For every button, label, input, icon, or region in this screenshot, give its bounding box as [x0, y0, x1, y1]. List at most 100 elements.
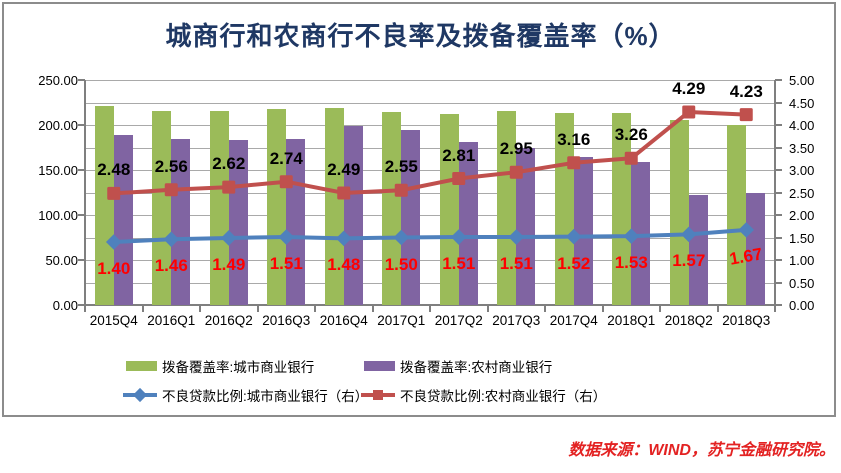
legend-item: 不良贷款比例:农村商业银行（右） [361, 385, 606, 405]
y-axis-right-tick [775, 259, 782, 261]
data-label: 1.48 [327, 255, 361, 275]
chart-title: 城商行和农商行不良率及拨备覆盖率（%） [165, 21, 676, 51]
x-axis-tick-label: 2018Q3 [722, 313, 771, 328]
x-axis-tick-label: 2017Q2 [434, 313, 483, 328]
x-axis-tick-label: 2016Q3 [262, 313, 311, 328]
y-axis-left-tick-label: 50.00 [45, 253, 78, 268]
y-axis-left-tick [78, 79, 85, 81]
y-axis-right-tick-label: 4.50 [789, 95, 815, 111]
y-axis-left-tick [78, 169, 85, 171]
data-label: 2.56 [154, 156, 188, 176]
x-axis-line [78, 304, 782, 306]
legend-item: 拨备覆盖率:农村商业银行 [364, 356, 552, 376]
y-axis-right-tick [775, 214, 782, 216]
diamond-marker [335, 230, 352, 247]
square-marker [222, 180, 236, 194]
y-axis-right-tick-label: 2.00 [789, 208, 815, 223]
square-marker [509, 165, 523, 179]
legend-item: 拨备覆盖率:城市商业银行 [126, 356, 314, 376]
bar-provision-city [94, 106, 114, 305]
bar-provision-city [267, 108, 287, 305]
bar-provision-city [669, 119, 689, 305]
y-axis-right-tick-label: 1.00 [789, 253, 815, 268]
y-axis-right-tick-label: 3.00 [789, 163, 815, 178]
x-axis-tick-label: 2016Q4 [319, 313, 368, 328]
diamond-marker [508, 229, 525, 245]
diamond-marker [278, 229, 295, 245]
data-label: 4.29 [672, 78, 706, 98]
gridline [85, 215, 775, 216]
y-axis-right-tick [775, 191, 782, 194]
x-axis-tick-label: 2015Q4 [89, 313, 138, 328]
y-axis-right-tick [775, 124, 782, 126]
left-axis-line [84, 80, 86, 306]
square-marker [624, 151, 638, 165]
data-label: 1.53 [614, 253, 648, 273]
bar-provision-city [209, 110, 229, 305]
data-label: 2.74 [269, 148, 303, 168]
bar-provision-rural [573, 157, 593, 305]
y-axis-left-tick-label: 250.00 [38, 73, 78, 88]
y-axis-left-tick [78, 259, 85, 261]
data-label: 2.95 [499, 139, 533, 159]
y-axis-right-tick-label: 4.00 [789, 118, 815, 133]
y-axis-left-tick-label: 0.00 [52, 298, 78, 313]
source-note: 数据来源：WIND，苏宁金融研究院。 [568, 442, 835, 459]
bar-provision-city [152, 110, 172, 305]
legend-bar-swatch [364, 361, 395, 371]
y-axis-right-tick [775, 101, 782, 104]
legend-label: 拨备覆盖率:城市商业银行 [162, 360, 315, 375]
npl-line-city [113, 227, 747, 244]
x-axis-tick-label: 2017Q1 [377, 313, 426, 328]
square-marker [394, 183, 408, 197]
data-label: 1.57 [672, 251, 706, 271]
x-axis-tick [429, 305, 431, 312]
bar-provision-rural [688, 195, 708, 305]
square-marker [452, 172, 466, 186]
bar-provision-rural [516, 148, 536, 305]
legend-label: 拨备覆盖率:农村商业银行 [400, 360, 553, 375]
diamond-marker [680, 226, 697, 243]
square-marker [567, 156, 581, 170]
x-axis-tick-label: 2016Q1 [147, 313, 196, 328]
x-axis-tick-label: 2017Q3 [492, 313, 541, 328]
square-marker-icon [373, 390, 383, 400]
diamond-marker [163, 231, 180, 248]
x-axis-tick [256, 305, 259, 312]
x-axis-tick [84, 305, 86, 312]
square-marker [682, 105, 696, 119]
square-marker [739, 108, 753, 122]
x-axis-tick [199, 305, 201, 312]
bar-provision-rural [401, 130, 421, 305]
npl-line-rural [113, 109, 747, 196]
y-axis-left-tick [78, 124, 85, 126]
bar-provision-rural [113, 134, 133, 305]
square-marker [279, 175, 293, 189]
x-axis-tick-label: 2018Q2 [664, 313, 713, 328]
square-marker [164, 183, 178, 197]
data-label: 2.55 [384, 157, 418, 177]
y-axis-right-tick [775, 146, 782, 149]
y-axis-left-tick-label: 200.00 [38, 118, 78, 133]
data-label: 2.49 [327, 159, 361, 179]
x-axis-tick [314, 305, 316, 312]
legend-label: 不良贷款比例:农村商业银行（右） [400, 389, 607, 404]
data-label: 4.23 [729, 81, 763, 101]
gridline [85, 170, 775, 171]
legend-label: 不良贷款比例:城市商业银行（右） [162, 389, 369, 404]
bar-provision-city [439, 114, 459, 305]
x-axis-tick [486, 305, 489, 312]
y-axis-right-tick-label: 1.50 [789, 230, 815, 246]
data-label: 1.40 [97, 259, 131, 278]
data-label: 1.50 [384, 254, 418, 274]
y-axis-right-tick [775, 169, 782, 171]
data-label: 3.26 [614, 125, 648, 145]
legend-bar-swatch [126, 361, 157, 371]
square-marker [337, 186, 351, 200]
data-label: 2.81 [442, 145, 476, 165]
diamond-marker [105, 234, 122, 250]
bar-provision-city [727, 125, 747, 305]
bar-provision-city [382, 111, 402, 305]
data-label: 2.62 [212, 154, 246, 174]
gridline [85, 125, 775, 126]
